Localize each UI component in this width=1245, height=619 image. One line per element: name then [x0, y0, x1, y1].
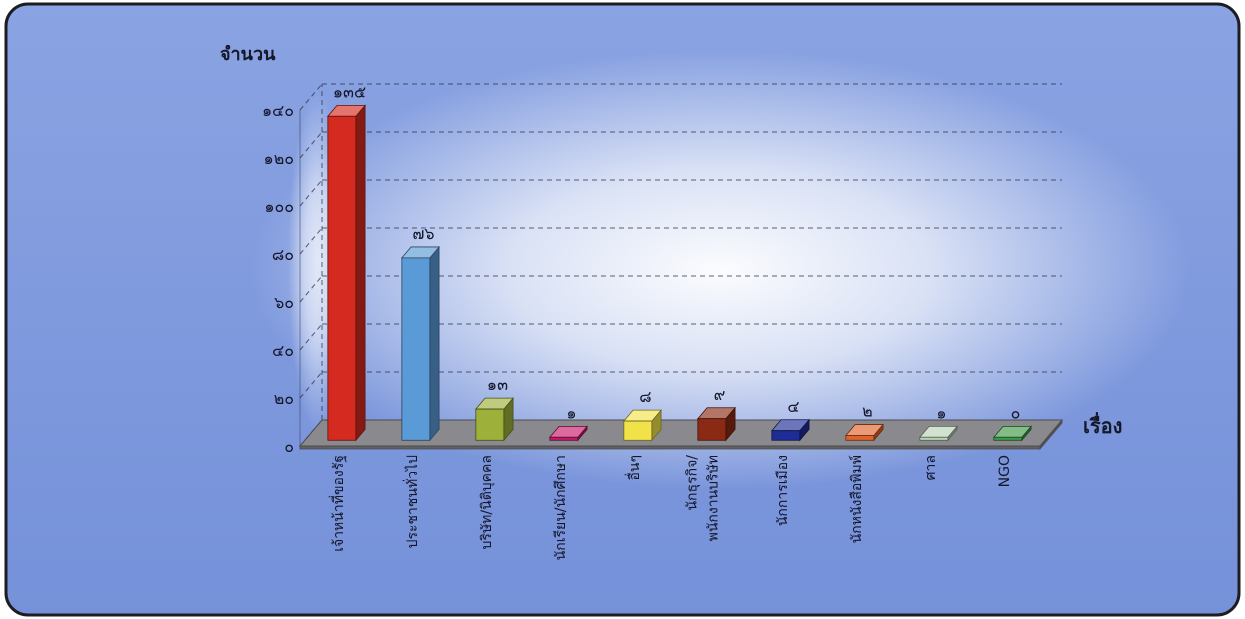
- category-label: ประชาชนทั่วไป: [403, 455, 421, 548]
- y-tick-label: ๑๒๐: [264, 149, 294, 168]
- side-wall-gridline: [299, 83, 323, 111]
- bar: [770, 418, 810, 442]
- category-label: นักการเมือง: [775, 455, 791, 526]
- category-label: นักธุรกิจ/: [685, 455, 701, 511]
- bar: [622, 409, 662, 442]
- plot-area: ๐๒๐๔๐๖๐๘๐๑๐๐๑๒๐๑๔๐๑๓๕เจ้าหน้าที่ของรัฐ๗๖…: [262, 82, 1064, 560]
- bar: [918, 425, 958, 442]
- bar-front-face: [475, 408, 505, 441]
- bar-side-face: [355, 104, 366, 442]
- category-label: อื่นๆ: [625, 455, 643, 481]
- y-tick-label: ๔๐: [272, 341, 294, 360]
- side-wall-gridline: [299, 323, 323, 351]
- side-wall-gridline: [299, 371, 323, 399]
- category-label: NGO: [997, 455, 1013, 487]
- bar: [474, 397, 514, 442]
- y-tick-label: ๖๐: [274, 293, 294, 312]
- value-label: ๑๓: [487, 375, 508, 394]
- bar-front-face: [771, 430, 801, 441]
- category-label: ศาล: [923, 455, 939, 480]
- background-glow: [250, 50, 1190, 490]
- bar: [844, 423, 884, 442]
- bar-front-face: [919, 436, 949, 441]
- y-tick-label: ๑๐๐: [264, 197, 294, 216]
- value-label: ๔: [787, 397, 799, 416]
- value-label: ๑: [936, 403, 946, 422]
- bar-side-face: [429, 245, 440, 442]
- category-label: พนักงานบริษัท: [706, 455, 722, 541]
- value-label: ๐: [1011, 403, 1021, 422]
- bar: [992, 425, 1032, 442]
- y-axis-title: จำนวน: [220, 44, 276, 65]
- value-label: ๗๖: [412, 224, 434, 243]
- bar-front-face: [993, 436, 1023, 441]
- bar: [548, 425, 588, 442]
- side-wall-gridline: [299, 179, 323, 207]
- value-label: ๘: [639, 387, 651, 406]
- category-label: นักหนังสือพิมพ์: [848, 455, 865, 543]
- bar: [400, 245, 440, 442]
- value-label: ๑๓๕: [333, 82, 366, 101]
- y-tick-label: ๐: [284, 437, 294, 456]
- x-axis-title: เรื่อง: [1083, 411, 1122, 438]
- side-wall-gridline: [299, 275, 323, 303]
- y-tick-label: ๒๐: [274, 389, 294, 408]
- y-tick-label: ๘๐: [272, 245, 294, 264]
- side-wall-gridline: [299, 131, 323, 159]
- y-tick-label: ๑๔๐: [262, 101, 294, 120]
- category-label: นักเรียน/นักศึกษา: [553, 455, 569, 560]
- value-label: ๒: [862, 402, 873, 421]
- category-label: เจ้าหน้าที่ของรัฐ: [329, 455, 347, 552]
- bar-front-face: [549, 436, 579, 441]
- value-label: ๑: [566, 403, 576, 422]
- side-wall-gridline: [299, 227, 323, 255]
- value-label: ๙: [714, 385, 726, 404]
- bar-front-face: [697, 418, 727, 441]
- bar-front-face: [401, 257, 431, 441]
- bar-front-face: [327, 115, 357, 441]
- bar: [326, 104, 366, 442]
- bar-front-face: [845, 435, 875, 441]
- bar-front-face: [623, 420, 653, 441]
- bar: [696, 406, 736, 442]
- category-label: บริษัท/นิติบุคคล: [479, 455, 495, 549]
